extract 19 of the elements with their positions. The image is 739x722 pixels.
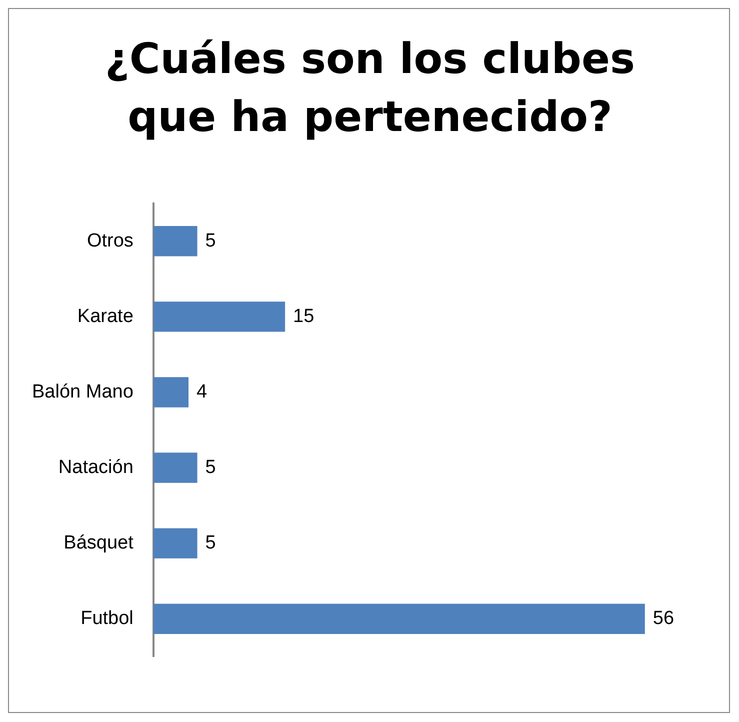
- bar: [153, 226, 198, 256]
- bar: [153, 528, 198, 558]
- data-label: 5: [205, 230, 216, 252]
- y-tick-label: Balón Mano: [32, 381, 134, 402]
- data-label: 5: [205, 532, 216, 554]
- chart-title: ¿Cuáles son los clubes que ha pertenecido?: [104, 33, 636, 143]
- data-label: 15: [293, 306, 314, 327]
- y-tick-label: Básquet: [64, 532, 134, 554]
- bar: [153, 604, 645, 634]
- bar: [153, 452, 198, 483]
- y-tick-label: Otros: [86, 230, 134, 252]
- y-tick-label: Karate: [77, 306, 134, 327]
- y-tick-label: Futbol: [80, 608, 134, 630]
- y-tick-label: Natación: [58, 457, 134, 478]
- data-label: 56: [652, 608, 674, 630]
- bar: [153, 302, 286, 332]
- bar: [153, 377, 189, 408]
- data-label: 4: [196, 381, 208, 402]
- data-label: 5: [205, 457, 216, 478]
